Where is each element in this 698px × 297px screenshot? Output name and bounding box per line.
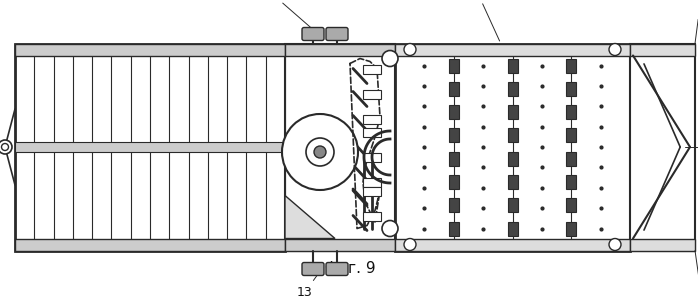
- Bar: [630, 43, 695, 56]
- FancyBboxPatch shape: [326, 28, 348, 40]
- Bar: [363, 211, 381, 220]
- Bar: [630, 238, 695, 250]
- Bar: [566, 222, 577, 236]
- Text: 12: 12: [262, 0, 311, 28]
- Circle shape: [1, 143, 8, 151]
- Bar: [363, 128, 381, 137]
- Polygon shape: [285, 195, 335, 238]
- Bar: [507, 152, 517, 166]
- Text: Фиг. 9: Фиг. 9: [325, 261, 376, 276]
- Circle shape: [609, 238, 621, 250]
- Text: 8: 8: [473, 0, 500, 41]
- Bar: [363, 64, 381, 73]
- Circle shape: [314, 146, 326, 158]
- Bar: [449, 222, 459, 236]
- Bar: [15, 142, 285, 152]
- Bar: [395, 43, 630, 250]
- Bar: [507, 222, 517, 236]
- Bar: [449, 152, 459, 166]
- Circle shape: [404, 238, 416, 250]
- Bar: [566, 198, 577, 212]
- Bar: [449, 105, 459, 119]
- Circle shape: [282, 114, 358, 190]
- Bar: [449, 175, 459, 189]
- Bar: [363, 187, 381, 195]
- Bar: [566, 128, 577, 142]
- Bar: [15, 43, 285, 250]
- Bar: [363, 178, 381, 187]
- Bar: [566, 82, 577, 96]
- Circle shape: [306, 138, 334, 166]
- Bar: [507, 105, 517, 119]
- Bar: [395, 238, 630, 250]
- FancyBboxPatch shape: [326, 263, 348, 276]
- Text: 13: 13: [297, 267, 323, 297]
- Bar: [363, 153, 381, 162]
- Circle shape: [382, 220, 398, 236]
- Bar: [285, 43, 395, 250]
- Bar: [507, 128, 517, 142]
- Bar: [507, 82, 517, 96]
- FancyBboxPatch shape: [302, 263, 324, 276]
- Bar: [507, 198, 517, 212]
- Bar: [15, 238, 285, 250]
- FancyBboxPatch shape: [302, 28, 324, 40]
- Bar: [449, 128, 459, 142]
- Bar: [363, 89, 381, 99]
- Circle shape: [404, 43, 416, 56]
- Circle shape: [609, 43, 621, 56]
- Bar: [566, 175, 577, 189]
- Bar: [285, 238, 395, 250]
- Bar: [285, 43, 395, 56]
- Bar: [507, 59, 517, 72]
- Bar: [395, 43, 630, 56]
- Bar: [566, 59, 577, 72]
- Bar: [449, 198, 459, 212]
- Bar: [363, 115, 381, 124]
- Bar: [15, 43, 285, 56]
- Bar: [566, 152, 577, 166]
- Circle shape: [382, 50, 398, 67]
- Bar: [449, 82, 459, 96]
- Circle shape: [0, 140, 12, 154]
- Bar: [507, 175, 517, 189]
- Bar: [566, 105, 577, 119]
- Bar: [449, 59, 459, 72]
- Bar: [630, 43, 695, 250]
